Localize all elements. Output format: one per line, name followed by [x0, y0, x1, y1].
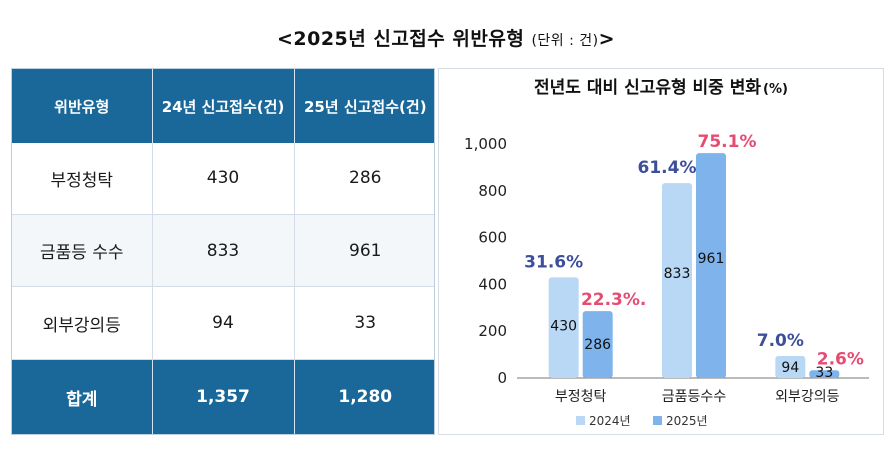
bar-chart-svg: 전년도 대비 신고유형 비중 변화 (%) 0 200 400 600 800 1,000 부… — [464, 77, 869, 428]
y-tick-label: 800 — [478, 182, 507, 200]
bar-2024 — [662, 183, 692, 378]
y-tick-label: 0 — [497, 369, 507, 387]
total-label: 합계 — [12, 359, 153, 434]
legend-label: 2024년 — [589, 414, 631, 428]
violation-table: 위반유형 24년 신고접수(건) 25년 신고접수(건) 부정청탁 430 28… — [11, 68, 435, 435]
x-tick-label: 부정청탁 — [555, 389, 607, 405]
percent-label: 31.6% — [524, 252, 583, 272]
bar-2024 — [775, 356, 806, 378]
table-total-row: 합계 1,357 1,280 — [12, 359, 434, 434]
chart-title: 전년도 대비 신고유형 비중 변화 (%) — [534, 77, 788, 98]
bar-2024 — [548, 277, 579, 378]
percent-label: 7.0% — [757, 331, 804, 351]
header-2025: 25년 신고접수(건) — [294, 69, 434, 143]
total-2024-value: 1,357 — [152, 359, 295, 434]
row-2024-value: 833 — [152, 214, 295, 288]
data-label: 33 — [815, 365, 833, 381]
data-label: 286 — [584, 337, 611, 353]
page-title: <2025년 신고접수 위반유형 (단위 : 건)> — [0, 24, 892, 51]
page-title-close: > — [598, 28, 616, 50]
bar-chart: 전년도 대비 신고유형 비중 변화 (%) 0 200 400 600 800 1,000 부… — [438, 68, 884, 435]
legend-label: 2025년 — [666, 414, 708, 428]
row-type: 금품등 수수 — [12, 214, 153, 288]
page-title-text: <2025년 신고접수 위반유형 — [276, 28, 525, 50]
data-label: 833 — [664, 266, 691, 282]
bar-2025 — [696, 153, 726, 378]
table-row: 외부강의등 94 33 — [12, 286, 434, 360]
table-row: 부정청탁 430 286 — [12, 143, 434, 215]
y-tick-label: 200 — [478, 322, 507, 340]
row-2024-value: 430 — [152, 143, 295, 215]
data-label: 94 — [781, 360, 799, 376]
header-2024: 24년 신고접수(건) — [152, 69, 295, 143]
percent-label: 75.1% — [698, 132, 757, 152]
legend-swatch — [576, 416, 585, 425]
header-type: 위반유형 — [12, 69, 153, 143]
unit-label: (단위 : 건) — [531, 33, 599, 49]
total-2025-value: 1,280 — [294, 359, 434, 434]
row-2024-value: 94 — [152, 286, 295, 360]
x-tick-label: 외부강의등 — [775, 389, 840, 405]
data-label: 961 — [698, 251, 725, 267]
bar-2025 — [809, 370, 840, 378]
x-tick-label: 금품등수수 — [662, 389, 727, 405]
percent-label: 2.6% — [817, 349, 864, 369]
row-type: 외부강의등 — [12, 286, 153, 360]
percent-label: 22.3%. — [581, 290, 646, 310]
bar-2025 — [582, 311, 613, 378]
y-tick-label: 400 — [478, 275, 507, 293]
y-tick-label: 1,000 — [464, 135, 507, 153]
legend-swatch — [653, 416, 662, 425]
row-2025-value: 33 — [294, 286, 434, 360]
y-tick-label: 600 — [478, 229, 507, 247]
row-type: 부정청탁 — [12, 143, 153, 215]
table-row: 금품등 수수 833 961 — [12, 214, 434, 288]
row-2025-value: 961 — [294, 214, 434, 288]
data-label: 430 — [550, 318, 577, 334]
row-2025-value: 286 — [294, 143, 434, 215]
percent-label: 61.4% — [638, 158, 697, 178]
table-header-row: 위반유형 24년 신고접수(건) 25년 신고접수(건) — [12, 69, 434, 143]
